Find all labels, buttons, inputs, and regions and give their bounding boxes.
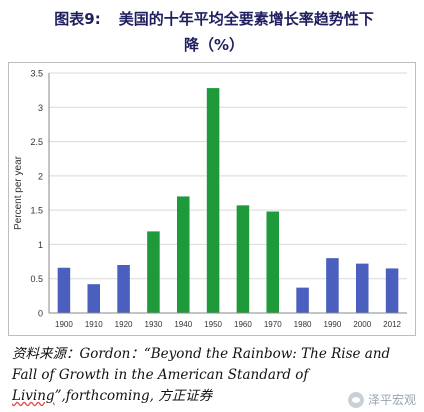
source-suffix: ”,forthcoming, 方正证券 [54,388,213,404]
y-tick-labels: 0 0.5 1 1.5 2 2.5 3 3.5 [30,69,43,319]
y-tick-label: 1.5 [30,206,43,216]
x-tick-label: 1960 [234,320,252,329]
bar [266,211,280,313]
y-tick-label: 3.5 [30,69,43,79]
y-tick-label: 0 [38,309,43,319]
title-text-1: 美国的十年平均全要素增长率趋势性下 [118,10,374,28]
bar [176,196,190,313]
chart-frame: 0 0.5 1 1.5 2 2.5 3 3.5 1900 1910 1920 1930 1940 195… [8,62,416,336]
bar [117,265,130,313]
x-tick-label: 1970 [264,320,282,329]
source-underlined-word: Living [12,388,55,404]
x-tick-label: 1920 [115,320,133,329]
bar [206,88,220,313]
figure-number: 图表9: [54,10,101,28]
bar [385,268,399,313]
bar [355,263,369,313]
bar [236,205,250,313]
x-tick-label: 1980 [294,320,312,329]
x-tick-label: 2012 [383,320,401,329]
bars [57,88,399,313]
y-tick-label: 3 [38,103,43,113]
bar [87,284,101,313]
bar [296,287,309,313]
watermark: 泽平宏观 [347,391,416,408]
bar [57,267,71,313]
bar [326,258,339,313]
grid-lines [49,72,407,280]
x-tick-label: 1900 [55,320,73,329]
x-tick-label: 1910 [85,320,103,329]
bar-chart: 0 0.5 1 1.5 2 2.5 3 3.5 1900 1910 1920 1930 1940 195… [13,69,407,329]
y-tick-label: 1 [38,240,43,250]
x-tick-label: 1990 [324,320,342,329]
y-tick-label: 0.5 [30,274,43,284]
bar [147,231,160,313]
source-prefix: 资料来源：Gordon：“Beyond the Rainbow: The Ris… [12,346,391,383]
figure-title: 图表9: 美国的十年平均全要素增长率趋势性下 降（%） [12,6,416,58]
x-tick-labels: 1900 1910 1920 1930 1940 1950 1960 1970 1980 1990… [55,320,402,329]
watermark-text: 泽平宏观 [367,393,416,407]
y-tick-label: 2 [38,171,43,181]
x-tick-label: 2000 [353,320,371,329]
x-tick-label: 1930 [145,320,163,329]
source-note: 资料来源：Gordon：“Beyond the Rainbow: The Ris… [12,344,418,407]
y-axis-label: Percent per year [13,155,24,230]
title-line-1: 图表9: 美国的十年平均全要素增长率趋势性下 [12,6,416,32]
x-tick-label: 1950 [204,320,222,329]
axes [48,73,407,314]
wechat-logo-icon [347,391,364,408]
y-tick-label: 2.5 [30,137,43,147]
title-line-2: 降（%） [183,36,245,54]
x-tick-label: 1940 [174,320,192,329]
